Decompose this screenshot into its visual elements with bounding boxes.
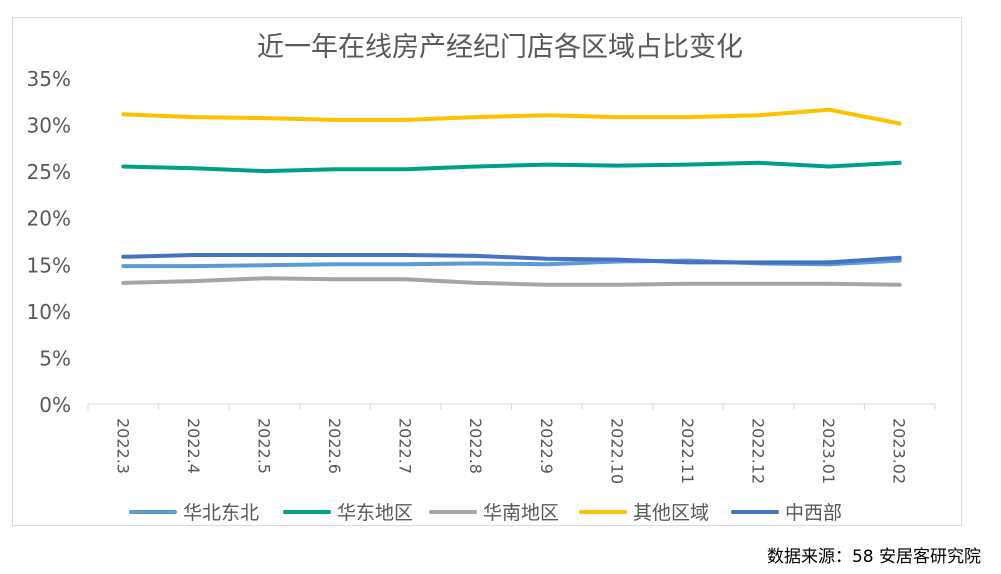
x-tick-label: 2022.5 <box>254 418 273 474</box>
legend-item: 其他区域 <box>579 502 709 524</box>
y-tick-label: 25% <box>27 160 71 184</box>
series-line-3 <box>121 107 902 126</box>
x-tick-label: 2023.02 <box>890 418 909 484</box>
x-tick-label: 2022.9 <box>537 418 556 474</box>
series-line-1 <box>121 160 902 174</box>
legend-label: 华南地区 <box>483 502 559 524</box>
y-tick-label: 35% <box>27 67 71 91</box>
y-tick-label: 10% <box>27 300 71 324</box>
source-note: 数据来源：58 安居客研究院 <box>766 547 981 567</box>
legend: 华北东北 华东地区 华南地区 其他区域 中西部 <box>129 502 842 524</box>
series-line-2 <box>121 276 902 287</box>
y-axis: 0% 5% 10% 15% 20% 25% 30% 35% <box>27 67 71 417</box>
x-tick-label: 2022.6 <box>325 418 344 474</box>
y-tick-label: 0% <box>39 393 71 417</box>
legend-item: 华北东北 <box>129 502 259 524</box>
legend-item: 华东地区 <box>283 502 413 524</box>
x-tick-label: 2023.01 <box>819 418 838 484</box>
legend-label: 华东地区 <box>337 502 413 524</box>
x-tick-label: 2022.8 <box>466 418 485 474</box>
x-tick-label: 2022.4 <box>184 418 203 474</box>
x-tick-label: 2022.3 <box>113 418 132 474</box>
y-tick-label: 15% <box>27 253 71 277</box>
x-axis: 2022.3 2022.4 2022.5 2022.6 2022.7 2022.8 2022… <box>87 403 936 484</box>
series-line-4 <box>121 253 902 265</box>
legend-label: 其他区域 <box>633 502 709 524</box>
chart-frame: 近一年在线房产经纪门店各区域占比变化 0% 5% 10% 15% 20% 25% 30% 35… <box>12 17 962 526</box>
x-tick-label: 2022.7 <box>396 418 415 474</box>
x-tick-label: 2022.12 <box>749 418 768 484</box>
series-layer <box>121 107 902 287</box>
legend-item: 华南地区 <box>429 502 559 524</box>
chart-title: 近一年在线房产经纪门店各区域占比变化 <box>257 32 743 63</box>
x-tick-label: 2022.10 <box>607 418 626 484</box>
legend-item: 中西部 <box>731 502 842 524</box>
legend-label: 中西部 <box>785 502 842 524</box>
line-chart: 近一年在线房产经纪门店各区域占比变化 0% 5% 10% 15% 20% 25% 30% 35… <box>27 32 936 524</box>
x-tick-label: 2022.11 <box>678 418 697 484</box>
y-tick-label: 30% <box>27 114 71 138</box>
legend-label: 华北东北 <box>183 502 259 524</box>
y-tick-label: 5% <box>39 346 71 370</box>
y-tick-label: 20% <box>27 207 71 231</box>
